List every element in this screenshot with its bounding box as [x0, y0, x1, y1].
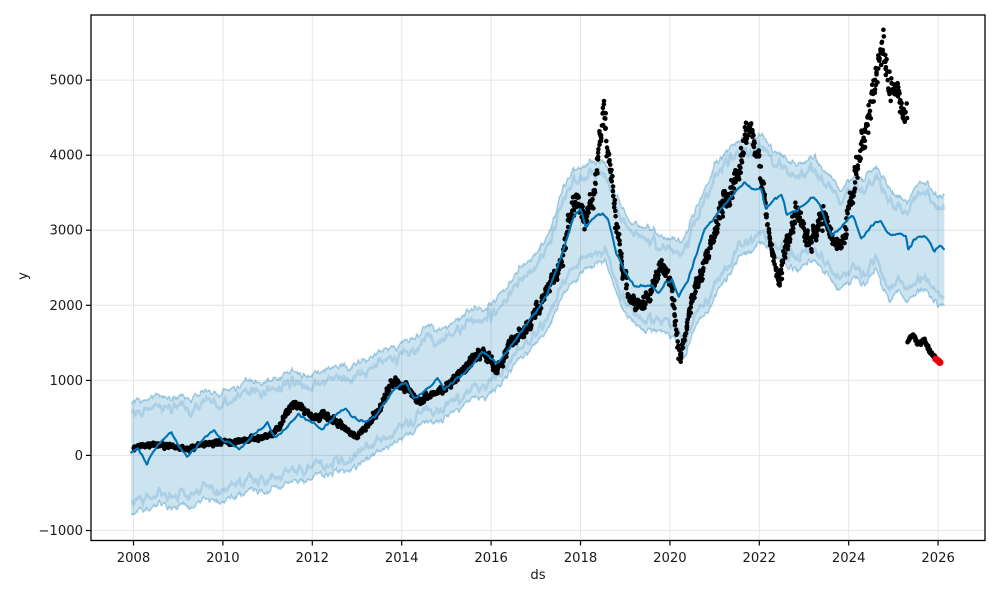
uncertainty-band	[130, 131, 946, 517]
band-lower-edge	[130, 240, 945, 517]
y-tick-label: 2000	[49, 299, 83, 314]
x-tick-label: 2026	[921, 551, 955, 566]
axes: 2008 2010 2012 2014 2016 2018 2020 2022 2024 2026…	[38, 14, 986, 566]
y-tick-label: 3000	[49, 224, 83, 239]
x-tick-label: 2016	[474, 551, 508, 566]
band-upper-fuzz	[130, 139, 946, 419]
x-axis-label: ds	[530, 568, 545, 583]
highlighted-latest-points	[932, 355, 944, 366]
forecast-yhat-path	[130, 181, 945, 466]
band-lower-fuzz	[130, 229, 946, 508]
x-tick-label: 2018	[564, 551, 598, 566]
y-axis-label: y	[16, 272, 31, 280]
y-tick-label: 5000	[49, 74, 83, 89]
forecast-line	[130, 181, 945, 466]
x-tick-label: 2020	[653, 551, 687, 566]
x-tick-label: 2010	[206, 551, 240, 566]
uncertainty-band-fill	[131, 133, 945, 515]
x-tick-label: 2024	[832, 551, 866, 566]
x-tick-label: 2014	[385, 551, 419, 566]
y-tick-label: 1000	[49, 374, 83, 389]
observed-dots-recent	[905, 332, 940, 362]
x-tick-label: 2012	[296, 551, 330, 566]
y-tick-label: 4000	[49, 149, 83, 164]
x-tick-label: 2008	[117, 551, 151, 566]
y-tick-label: 0	[75, 449, 83, 464]
x-tick-label: 2022	[743, 551, 777, 566]
plot-border	[90, 14, 986, 542]
highlight-dot	[936, 358, 944, 366]
band-upper-edge	[131, 131, 945, 405]
y-tick-label: −1000	[38, 524, 83, 539]
